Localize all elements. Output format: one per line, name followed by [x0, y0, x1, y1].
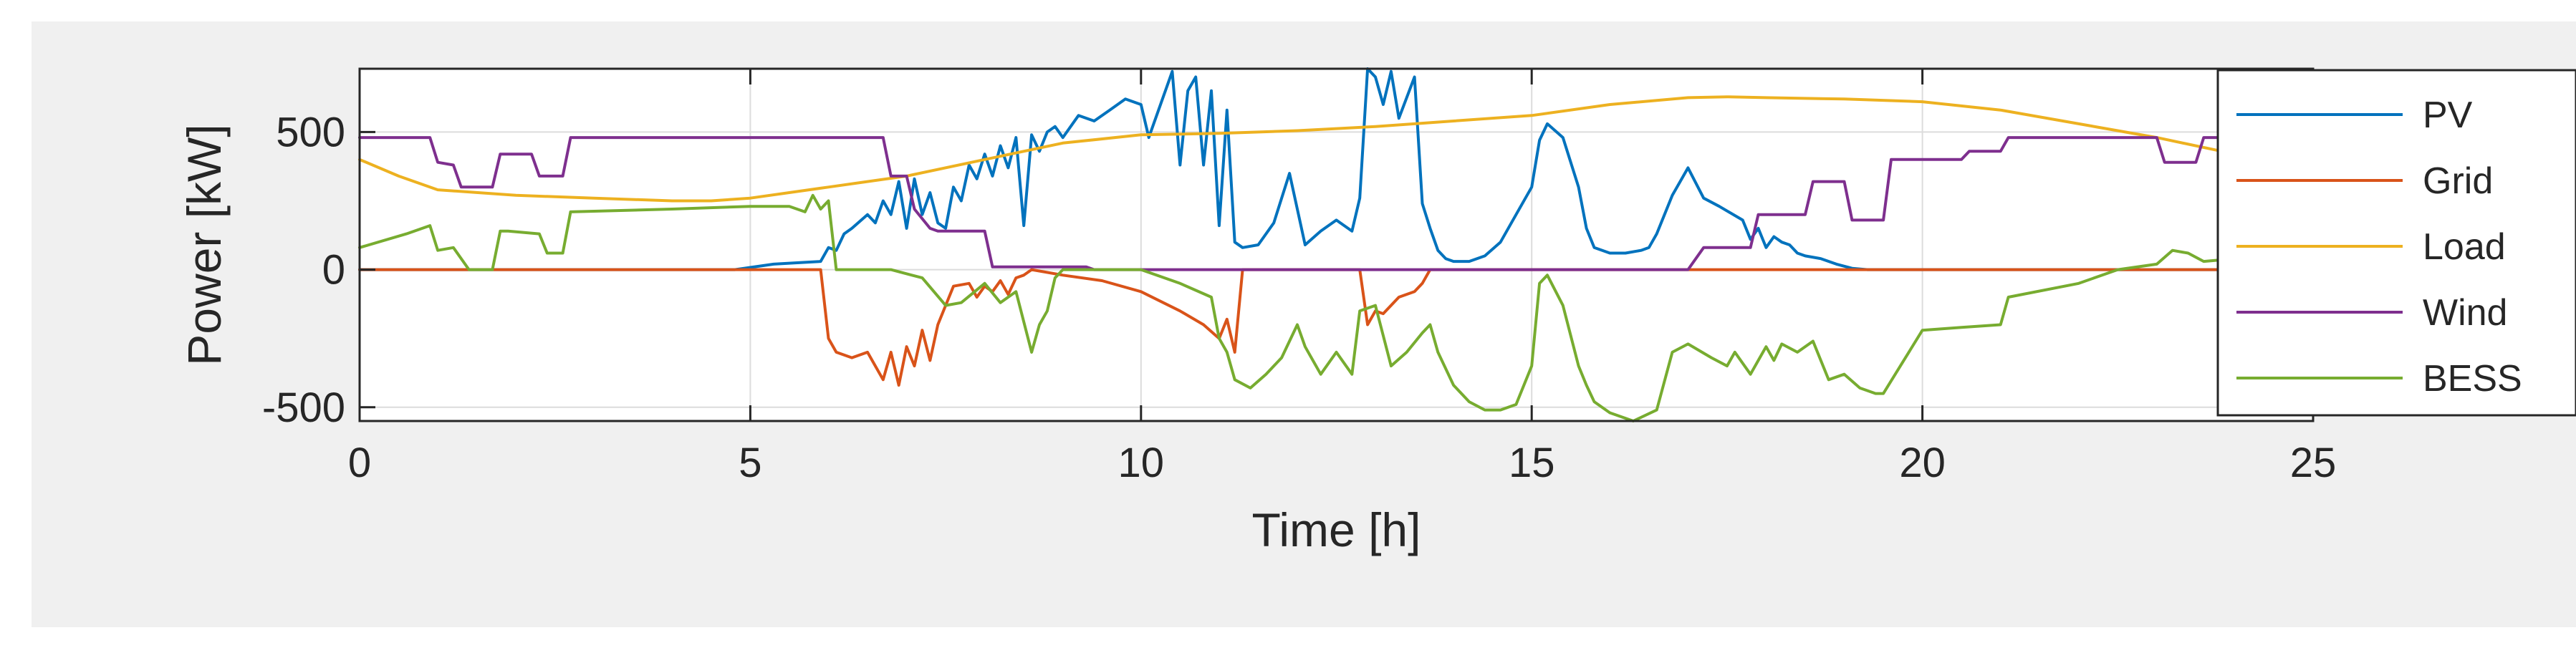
- legend-label-bess[interactable]: BESS: [2423, 358, 2522, 400]
- y-tick-label: 0: [322, 247, 345, 294]
- x-tick-label: 25: [2290, 440, 2337, 486]
- series-line-load[interactable]: [358, 95, 2236, 203]
- legend-box: [2216, 69, 2576, 417]
- x-tick-label: 5: [739, 440, 761, 486]
- series-line-pv[interactable]: [358, 67, 2236, 271]
- y-tick-label: 500: [276, 109, 345, 155]
- y-axis-label: Power [kW]: [178, 124, 231, 365]
- legend-label-wind[interactable]: Wind: [2423, 292, 2507, 334]
- x-tick-label: 20: [1899, 440, 1946, 486]
- y-tick-label: -500: [262, 384, 345, 431]
- legend-label-pv[interactable]: PV: [2423, 95, 2473, 136]
- legend-label-load[interactable]: Load: [2423, 226, 2506, 268]
- legend-label-grid[interactable]: Grid: [2423, 160, 2493, 202]
- legend[interactable]: PV Grid Load Wind BESS: [2216, 69, 2576, 417]
- series-line-bess[interactable]: [358, 193, 2236, 422]
- x-tick-label: 0: [348, 440, 371, 486]
- x-axis-label: Time [h]: [1252, 503, 1421, 556]
- x-tick-label: 15: [1509, 440, 1555, 486]
- series-layer: [358, 67, 2315, 422]
- series-line-grid[interactable]: [358, 268, 2315, 387]
- plot-area: [360, 69, 2313, 421]
- x-tick-label: 10: [1118, 440, 1165, 486]
